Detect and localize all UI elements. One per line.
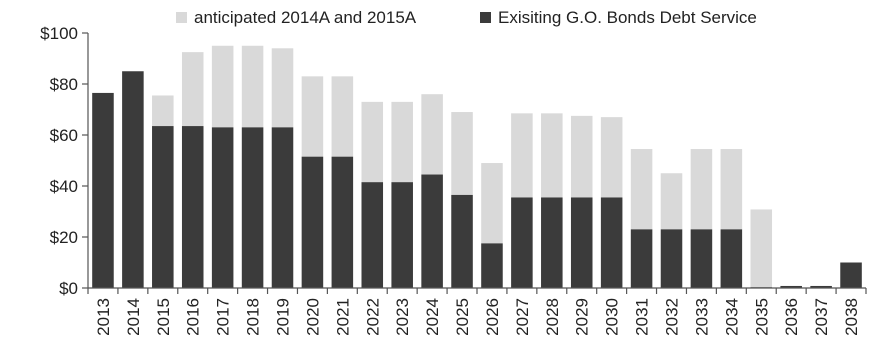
bar-existing-2038 bbox=[840, 262, 862, 288]
x-tick-label: 2026 bbox=[483, 298, 502, 336]
x-tick-label: 2024 bbox=[423, 298, 442, 336]
x-tick-label: 2034 bbox=[722, 298, 741, 336]
legend: anticipated 2014A and 2015A Exisiting G.O… bbox=[176, 8, 757, 27]
y-tick-label: $100 bbox=[40, 24, 78, 43]
y-tick-label: $20 bbox=[50, 228, 78, 247]
bar-anticipated-2015 bbox=[152, 95, 174, 127]
bar-anticipated-2016 bbox=[181, 52, 204, 127]
y-axis: $0 $20 $40 $60 $80 $100 bbox=[40, 24, 89, 298]
x-tick-label: 2031 bbox=[633, 298, 652, 336]
bar-anticipated-2034 bbox=[720, 149, 743, 230]
bar-anticipated-2030 bbox=[600, 117, 623, 198]
bar-anticipated-2028 bbox=[541, 113, 563, 198]
bar-existing-2014 bbox=[122, 71, 144, 288]
bar-existing-2032 bbox=[660, 229, 683, 288]
bar-anticipated-2024 bbox=[421, 94, 443, 175]
x-tick-label: 2015 bbox=[154, 298, 173, 336]
bar-anticipated-2017 bbox=[211, 45, 234, 128]
x-tick-label: 2023 bbox=[393, 298, 412, 336]
bar-anticipated-2021 bbox=[331, 76, 354, 157]
bar-existing-2019 bbox=[271, 127, 294, 288]
bar-anticipated-2023 bbox=[391, 101, 413, 183]
bar-existing-2017 bbox=[211, 127, 234, 288]
bar-existing-2013 bbox=[92, 92, 114, 288]
x-tick-label: 2038 bbox=[842, 298, 861, 336]
x-tick-label: 2028 bbox=[543, 298, 562, 336]
y-tick-label: $40 bbox=[50, 177, 78, 196]
x-tick-label: 2036 bbox=[782, 298, 801, 336]
bar-anticipated-2033 bbox=[690, 149, 713, 230]
bar-anticipated-2032 bbox=[660, 173, 683, 230]
x-tick-label: 2032 bbox=[663, 298, 682, 336]
x-tick-label: 2016 bbox=[184, 298, 203, 336]
bar-existing-2021 bbox=[331, 156, 354, 288]
legend-label: anticipated 2014A and 2015A bbox=[194, 8, 417, 27]
bar-existing-2028 bbox=[541, 197, 563, 288]
x-tick-label: 2030 bbox=[603, 298, 622, 336]
x-tick-label: 2017 bbox=[214, 298, 233, 336]
bar-anticipated-2029 bbox=[570, 115, 593, 198]
x-tick-label: 2027 bbox=[513, 298, 532, 336]
bar-existing-2026 bbox=[481, 243, 503, 288]
bar-existing-2030 bbox=[600, 197, 623, 288]
bar-anticipated-2031 bbox=[630, 149, 653, 230]
bar-existing-2015 bbox=[152, 126, 174, 288]
bar-anticipated-2022 bbox=[361, 101, 384, 183]
x-axis: 2013 2014 2015 2016 2017 2018 2019 2020 2021 2022… bbox=[87, 287, 867, 336]
legend-label: Exisiting G.O. Bonds Debt Service bbox=[498, 8, 757, 27]
bar-anticipated-2035 bbox=[750, 209, 773, 288]
bar-existing-2024 bbox=[421, 174, 443, 288]
bar-existing-2036 bbox=[780, 285, 802, 288]
bar-existing-2029 bbox=[570, 197, 593, 288]
x-tick-label: 2020 bbox=[303, 298, 322, 336]
bar-anticipated-2019 bbox=[271, 48, 294, 128]
x-tick-label: 2018 bbox=[244, 298, 263, 336]
x-tick-label: 2021 bbox=[333, 298, 352, 336]
legend-swatch bbox=[480, 12, 491, 23]
bar-existing-2037 bbox=[810, 285, 832, 288]
y-tick-label: $80 bbox=[50, 75, 78, 94]
bar-existing-2033 bbox=[690, 229, 713, 288]
x-tick-label: 2025 bbox=[453, 298, 472, 336]
bar-anticipated-2027 bbox=[511, 113, 533, 198]
bar-anticipated-2018 bbox=[241, 45, 264, 128]
bar-existing-2031 bbox=[630, 229, 653, 288]
bar-existing-2016 bbox=[181, 126, 204, 288]
legend-swatch bbox=[176, 12, 187, 23]
bar-anticipated-2026 bbox=[481, 163, 503, 244]
bar-existing-2018 bbox=[241, 127, 264, 288]
bars bbox=[92, 45, 862, 289]
x-tick-label: 2022 bbox=[363, 298, 382, 336]
bar-existing-2022 bbox=[361, 182, 384, 288]
bar-existing-2025 bbox=[451, 194, 473, 288]
x-tick-label: 2019 bbox=[274, 298, 293, 336]
bar-existing-2034 bbox=[720, 229, 743, 288]
bar-existing-2027 bbox=[511, 197, 533, 288]
x-tick-label: 2013 bbox=[94, 298, 113, 336]
bar-anticipated-2025 bbox=[451, 112, 473, 195]
x-tick-label: 2014 bbox=[124, 298, 143, 336]
y-tick-label: $0 bbox=[59, 279, 78, 298]
bar-anticipated-2020 bbox=[301, 76, 324, 157]
y-tick-label: $60 bbox=[50, 126, 78, 145]
x-tick-label: 2035 bbox=[752, 298, 771, 336]
bar-existing-2023 bbox=[391, 182, 413, 288]
x-tick-label: 2029 bbox=[573, 298, 592, 336]
bar-existing-2020 bbox=[301, 156, 324, 288]
x-tick-label: 2033 bbox=[692, 298, 711, 336]
x-tick-label: 2037 bbox=[812, 298, 831, 336]
